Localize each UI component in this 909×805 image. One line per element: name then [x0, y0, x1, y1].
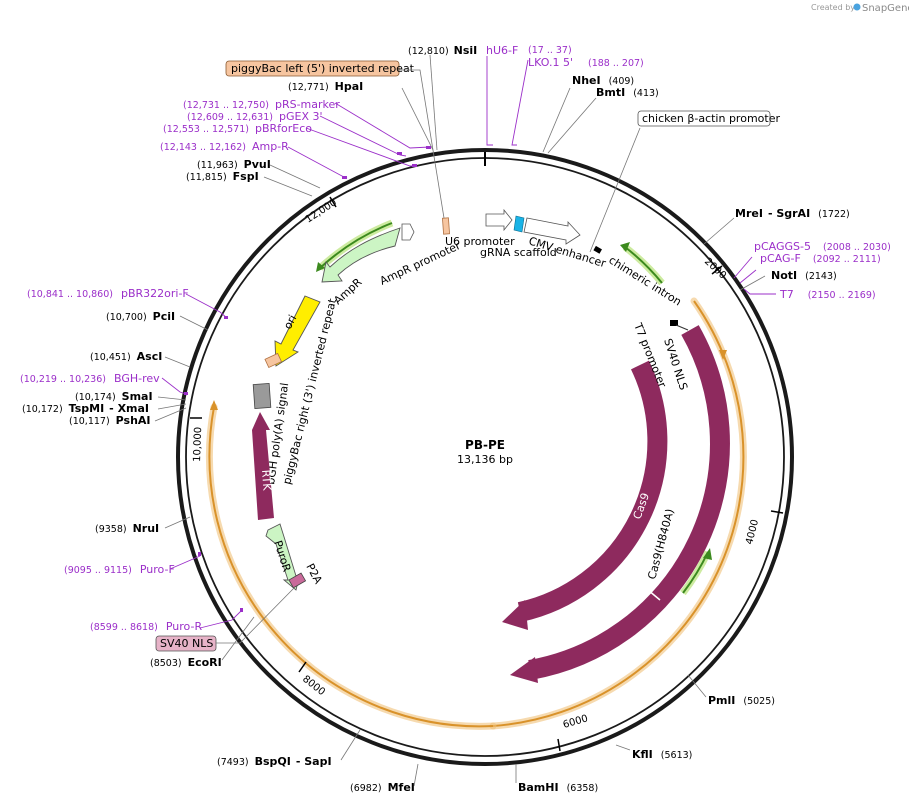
rtk-label: RTK [259, 469, 273, 491]
credit-prefix: Created by [811, 3, 855, 12]
ori-arrow [274, 295, 321, 367]
enzyme-hpai: (12,771) HpaI [288, 80, 363, 93]
enzyme-leaders [154, 54, 766, 787]
enzyme-pmli: PmlI (5025) [708, 694, 775, 707]
tick-6000: 6000 [562, 713, 589, 731]
sv40-nls-box: SV40 NLS [155, 635, 217, 652]
enzyme-ecori: (8503) EcoRI [150, 656, 222, 669]
primer-puro-r: (8599 .. 8618) Puro-R [90, 620, 202, 633]
chicken-actin-box: chicken β-actin promoter [637, 110, 780, 127]
sv40-nls-inner-marker [670, 320, 678, 326]
ampr-promoter-arrow [401, 223, 415, 241]
u6-promoter-block [442, 217, 450, 235]
snapgene-logo-icon [853, 3, 861, 11]
primer-amp-r: (12,143 .. 12,162) Amp-R [160, 140, 289, 153]
ori-label: ori [281, 313, 299, 332]
primer-hu6-f: hU6-F [486, 44, 518, 57]
enzyme-bmti: BmtI (413) [596, 86, 659, 99]
enzyme-fspi: (11,815) FspI [186, 170, 259, 183]
primer-pgex3: (12,609 .. 12,631) pGEX 3' [187, 110, 323, 123]
svg-text:piggyBac left (5') inverted re: piggyBac left (5') inverted repeat [231, 62, 415, 75]
enzyme-nhei: NheI (409) [572, 74, 634, 87]
piggybac-right-block [264, 352, 282, 369]
primer-pbrforeco: (12,553 .. 12,571) pBRforEco [163, 122, 312, 135]
cas9-h840a-arc [528, 325, 730, 680]
cas9-arc [517, 360, 668, 622]
orange-band-arrowhead [719, 350, 727, 360]
u6-promoter-label: U6 promoter [445, 235, 515, 248]
enzyme-bspqi: (7493) BspQI - SapI [217, 755, 332, 768]
enzyme-nsii: (12,810) NsiI [408, 44, 477, 57]
enzyme-tspmi: (10,172) TspMI - XmaI [22, 402, 149, 415]
orange-band-arrowhead-left [210, 400, 218, 410]
orange-band-left [205, 403, 497, 730]
primer-ticks [184, 146, 431, 612]
enzyme-mrei: MreI - SgrAI (1722) [735, 207, 850, 220]
plasmid-name: PB-PE [465, 438, 505, 452]
tick-12000: 12,000 [304, 197, 339, 225]
primer-lko1-range: (17 .. 37) [528, 45, 572, 56]
enzyme-mfei: (6982) MfeI [350, 781, 415, 794]
cas9-arrowhead [502, 600, 528, 630]
primer-t7: T7 (2150 .. 2169) [779, 288, 876, 301]
credit-brand[interactable]: SnapGene [862, 3, 909, 14]
piggybac-left-box: piggyBac left (5') inverted repeat [225, 60, 415, 77]
primer-lko1: LKO.1 5' [528, 56, 573, 69]
plasmid-length: 13,136 bp [457, 453, 513, 466]
enzyme-pvui: (11,963) PvuI [197, 158, 271, 171]
enzyme-nrui: (9358) NruI [95, 522, 159, 535]
enzyme-pshai: (10,117) PshAI [69, 414, 151, 427]
primer-pbr322ori-f: (10,841 .. 10,860) pBR322ori-F [27, 287, 189, 300]
primer-prs-marker: (12,731 .. 12,750) pRS-marker [183, 98, 340, 111]
primer-188-range: (188 .. 207) [588, 58, 644, 69]
chimeric-intron-mark [593, 245, 602, 254]
tick-10000: 10,000 [192, 427, 204, 462]
cas9-h840a-arrowhead [510, 657, 538, 683]
primer-bgh-rev: (10,219 .. 10,236) BGH-rev [20, 372, 160, 385]
enzyme-asci: (10,451) AscI [90, 350, 162, 363]
svg-text:SV40 NLS: SV40 NLS [160, 637, 213, 650]
bgh-polya-block [252, 383, 272, 409]
p2a-label: P2A [303, 561, 325, 586]
grna-scaffold-block [513, 215, 525, 233]
grna-scaffold-label: gRNA scaffold [480, 246, 557, 259]
enzyme-smai: (10,174) SmaI [75, 390, 153, 403]
primer-pcag-f: pCAG-F (2092 .. 2111) [760, 252, 881, 265]
cmv-enhancer-block [523, 217, 581, 245]
enzyme-bamhi: BamHI (6358) [518, 781, 598, 794]
primer-pcaggs5: pCAGGS-5 (2008 .. 2030) [754, 240, 891, 253]
svg-text:chicken β-actin promoter: chicken β-actin promoter [642, 112, 780, 125]
puror-arrow [265, 523, 301, 591]
enzyme-kfli: KflI (5613) [632, 748, 692, 761]
puror-label: PuroR [271, 539, 293, 574]
rtk-arrow [252, 412, 274, 520]
u6-white-arrow [485, 208, 513, 232]
p2a-block [288, 572, 307, 589]
enzyme-pcii: (10,700) PciI [106, 310, 175, 323]
backbone-outer [176, 148, 794, 766]
enzyme-noti: NotI (2143) [771, 269, 837, 282]
primer-puro-f: (9095 .. 9115) Puro-F [64, 563, 175, 576]
ampr-arrow [321, 227, 401, 283]
tick-4000: 4000 [744, 518, 761, 545]
